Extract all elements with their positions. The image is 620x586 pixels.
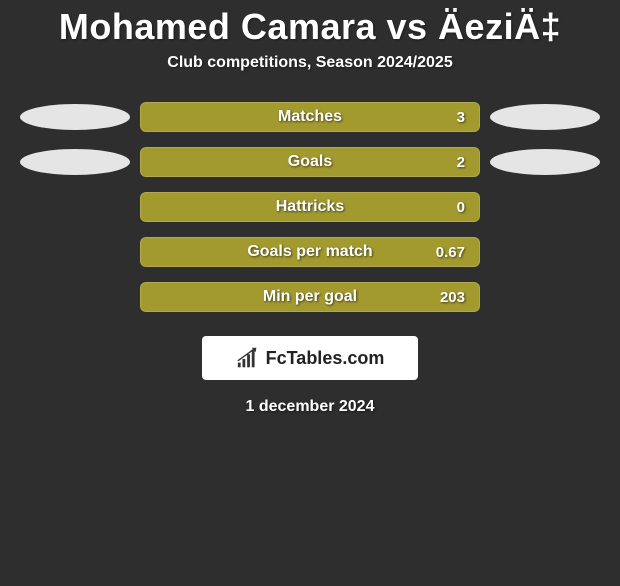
stat-label: Goals	[288, 153, 332, 171]
stat-label: Goals per match	[247, 243, 372, 261]
stat-value: 3	[457, 109, 465, 126]
right-ellipse	[490, 239, 600, 265]
fctables-icon	[236, 347, 262, 369]
stat-label: Min per goal	[263, 288, 357, 306]
stat-value: 203	[440, 289, 465, 306]
stat-row: Matches 3	[0, 102, 620, 132]
center-bar: Goals 2	[140, 147, 480, 177]
stat-value: 2	[457, 154, 465, 171]
stat-row: Hattricks 0	[0, 192, 620, 222]
stat-row: Goals 2	[0, 147, 620, 177]
left-ellipse	[20, 104, 130, 130]
stat-value: 0.67	[436, 244, 465, 261]
left-ellipse	[20, 239, 130, 265]
stat-label: Matches	[278, 108, 342, 126]
right-ellipse	[490, 104, 600, 130]
stat-row: Min per goal 203	[0, 282, 620, 312]
stat-label: Hattricks	[276, 198, 344, 216]
right-ellipse	[490, 194, 600, 220]
stat-row: Goals per match 0.67	[0, 237, 620, 267]
center-bar: Goals per match 0.67	[140, 237, 480, 267]
left-ellipse	[20, 194, 130, 220]
badge-text: FcTables.com	[266, 348, 385, 369]
center-bar: Hattricks 0	[140, 192, 480, 222]
center-bar: Min per goal 203	[140, 282, 480, 312]
stat-rows: Matches 3 Goals 2 Hattricks 0 Goals per match 0…	[0, 102, 620, 312]
center-bar: Matches 3	[140, 102, 480, 132]
left-ellipse	[20, 284, 130, 310]
fctables-badge[interactable]: FcTables.com	[202, 336, 418, 380]
subtitle: Club competitions, Season 2024/2025	[0, 54, 620, 72]
left-ellipse	[20, 149, 130, 175]
stat-value: 0	[457, 199, 465, 216]
right-ellipse	[490, 284, 600, 310]
date-label: 1 december 2024	[0, 398, 620, 416]
right-ellipse	[490, 149, 600, 175]
page-title: Mohamed Camara vs ÄeziÄ‡	[0, 6, 620, 48]
